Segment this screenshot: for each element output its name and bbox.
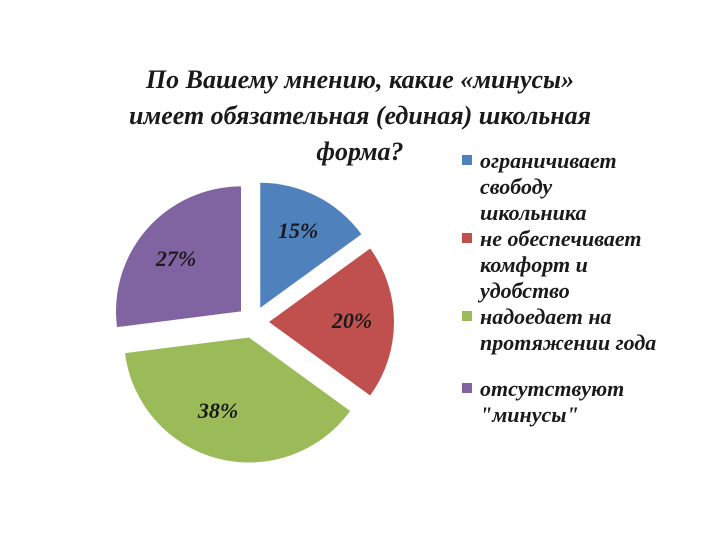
legend-swatch-2	[462, 233, 472, 243]
pie-slice-3	[125, 337, 351, 463]
legend-swatch-3	[462, 311, 472, 321]
legend-label-4: отсутствуют "минусы"	[480, 376, 625, 427]
chart-title-line-3: форма?	[316, 137, 404, 166]
legend-label-1: ограничивает свободу школьника	[480, 148, 617, 225]
slice-data-label-4: 27%	[155, 246, 196, 271]
chart-title-line-2: имеет обязательная (единая) школьная	[128, 101, 592, 130]
legend-swatch-1	[462, 155, 472, 165]
pie-slice-1	[260, 182, 362, 308]
chart-title-line-1: По Вашему мнению, какие «минусы»	[145, 65, 575, 94]
slice-data-label-3: 38%	[197, 398, 238, 423]
slice-data-label-2: 20%	[331, 308, 372, 333]
legend-label-3: надоедает на протяжении года	[480, 304, 657, 355]
legend-swatch-4	[462, 383, 472, 393]
legend-item-4: отсутствуют "минусы"	[462, 376, 712, 428]
chart-title: По Вашему мнению, какие «минусы» имеет о…	[80, 62, 640, 170]
pie-slice-4	[115, 186, 241, 328]
pie-slice-2	[269, 248, 394, 396]
slice-data-label-1: 15%	[278, 218, 318, 243]
legend-label-2: не обеспечивает комфорт и удобство	[480, 226, 642, 303]
legend-item-3: надоедает на протяжении года	[462, 304, 712, 356]
legend-item-2: не обеспечивает комфорт и удобство	[462, 226, 712, 304]
legend-item-1: ограничивает свободу школьника	[462, 148, 712, 226]
